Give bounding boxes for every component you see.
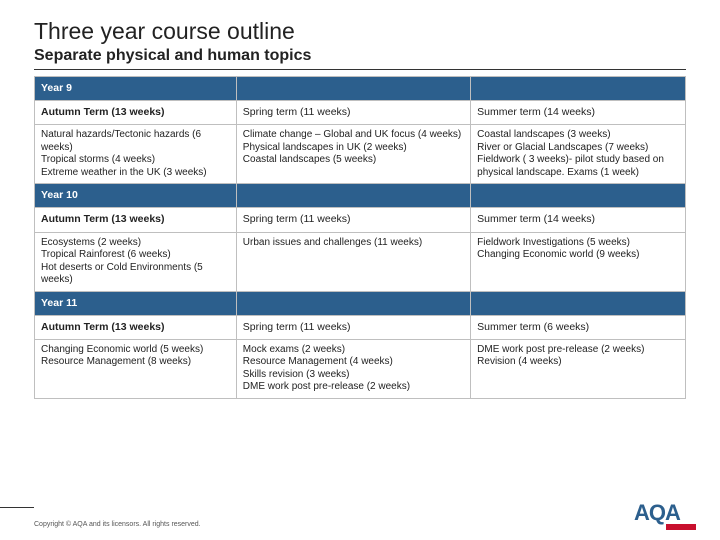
year-label: Year 11 xyxy=(35,291,237,315)
copyright-text: Copyright © AQA and its licensors. All r… xyxy=(34,521,201,528)
content-cell: Climate change – Global and UK focus (4 … xyxy=(236,125,470,184)
content-cell: Fieldwork Investigations (5 weeks)Changi… xyxy=(471,232,686,291)
year-blank xyxy=(236,184,470,208)
term-header: Autumn Term (13 weeks) xyxy=(35,101,237,125)
table-row: Ecosystems (2 weeks)Tropical Rainforest … xyxy=(35,232,686,291)
table-row: Year 9 xyxy=(35,77,686,101)
title-divider xyxy=(34,69,686,70)
table-row: Year 10 xyxy=(35,184,686,208)
content-cell: DME work post pre-release (2 weeks)Revis… xyxy=(471,339,686,398)
content-cell: Mock exams (2 weeks)Resource Management … xyxy=(236,339,470,398)
slide-subtitle: Separate physical and human topics xyxy=(34,47,686,65)
table-row: Year 11 xyxy=(35,291,686,315)
logo-text: AQA xyxy=(634,500,680,525)
content-cell: Coastal landscapes (3 weeks)River or Gla… xyxy=(471,125,686,184)
content-cell: Urban issues and challenges (11 weeks) xyxy=(236,232,470,291)
table-row: Autumn Term (13 weeks) Spring term (11 w… xyxy=(35,315,686,339)
year-label: Year 10 xyxy=(35,184,237,208)
year-label: Year 9 xyxy=(35,77,237,101)
year-blank xyxy=(471,184,686,208)
course-table: Year 9 Autumn Term (13 weeks) Spring ter… xyxy=(34,76,686,399)
year-blank xyxy=(471,291,686,315)
term-header: Summer term (14 weeks) xyxy=(471,101,686,125)
term-header: Spring term (11 weeks) xyxy=(236,208,470,232)
table-row: Autumn Term (13 weeks) Spring term (11 w… xyxy=(35,101,686,125)
table-row: Changing Economic world (5 weeks)Resourc… xyxy=(35,339,686,398)
content-cell: Ecosystems (2 weeks)Tropical Rainforest … xyxy=(35,232,237,291)
table-row: Natural hazards/Tectonic hazards (6 week… xyxy=(35,125,686,184)
term-header: Summer term (14 weeks) xyxy=(471,208,686,232)
corner-rule xyxy=(0,507,34,508)
term-header: Autumn Term (13 weeks) xyxy=(35,315,237,339)
term-header: Spring term (11 weeks) xyxy=(236,101,470,125)
aqa-logo: AQA xyxy=(634,500,696,530)
content-cell: Changing Economic world (5 weeks)Resourc… xyxy=(35,339,237,398)
term-header: Summer term (6 weeks) xyxy=(471,315,686,339)
year-blank xyxy=(236,77,470,101)
term-header: Autumn Term (13 weeks) xyxy=(35,208,237,232)
year-blank xyxy=(236,291,470,315)
content-cell: Natural hazards/Tectonic hazards (6 week… xyxy=(35,125,237,184)
term-header: Spring term (11 weeks) xyxy=(236,315,470,339)
year-blank xyxy=(471,77,686,101)
table-row: Autumn Term (13 weeks) Spring term (11 w… xyxy=(35,208,686,232)
slide-title: Three year course outline xyxy=(34,18,686,45)
